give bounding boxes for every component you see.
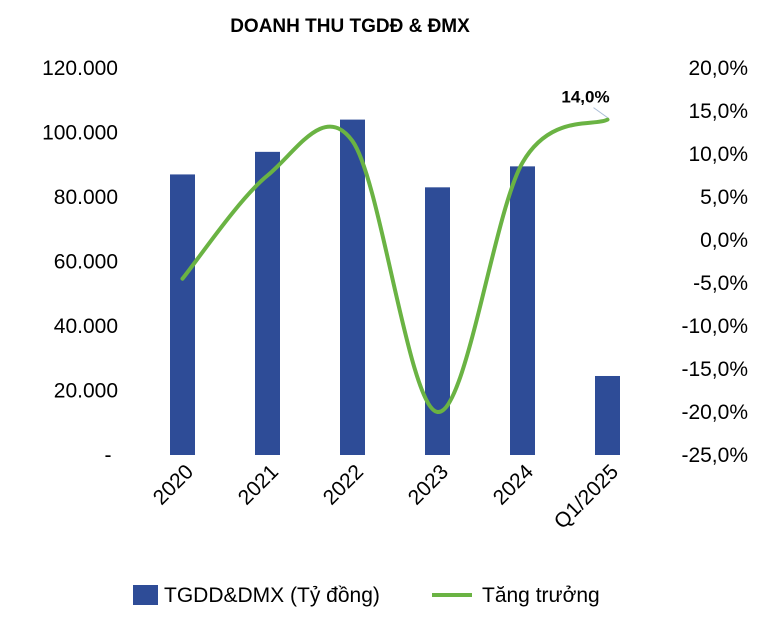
- bar-2023: [425, 187, 450, 455]
- bar-2021: [255, 151, 280, 455]
- category-label: 2020: [149, 460, 198, 509]
- right-tick-label: -25,0%: [681, 444, 748, 467]
- annotation-leader: [593, 107, 608, 119]
- legend-bar-swatch: [133, 585, 158, 605]
- left-tick-label: 120.000: [42, 57, 118, 80]
- category-label: 2021: [234, 460, 283, 509]
- growth-line: [180, 117, 610, 414]
- left-axis-ticks: - 20.000 40.000 60.000 80.000 100.000 120.000: [42, 57, 118, 467]
- category-label: 2023: [404, 460, 453, 509]
- left-tick-label: 100.000: [42, 122, 118, 145]
- left-tick-label: -: [105, 444, 112, 467]
- legend-line-label: Tăng trưởng: [482, 584, 600, 607]
- category-label: 2022: [319, 460, 368, 509]
- right-tick-label: 0,0%: [700, 229, 748, 252]
- legend-bar-label: TGDD&DMX (Tỷ đồng): [164, 584, 380, 607]
- legend: TGDD&DMX (Tỷ đồng) Tăng trưởng: [133, 584, 600, 607]
- right-tick-label: -10,0%: [681, 315, 748, 338]
- line-layer: [180, 117, 610, 414]
- annotation-label: 14,0%: [561, 88, 609, 107]
- right-tick-label: -15,0%: [681, 358, 748, 381]
- bar-2022: [340, 119, 365, 455]
- left-tick-label: 80.000: [54, 186, 118, 209]
- left-tick-label: 60.000: [54, 251, 118, 274]
- category-label: Q1/2025: [550, 460, 623, 533]
- right-tick-label: 20,0%: [688, 57, 748, 80]
- bars-layer: [170, 119, 620, 456]
- category-label: 2024: [489, 460, 539, 510]
- left-tick-label: 20.000: [54, 380, 118, 403]
- right-tick-label: -5,0%: [693, 272, 748, 295]
- bar-Q1/2025: [595, 375, 620, 455]
- right-tick-label: 10,0%: [688, 143, 748, 166]
- right-axis-ticks: -25,0% -20,0% -15,0% -10,0% -5,0% 0,0% 5,0% 10,…: [681, 57, 748, 467]
- category-labels: 2020 2021 2022 2023 2024 Q1/2025: [149, 460, 623, 533]
- annotations-layer: 14,0%: [561, 88, 610, 119]
- chart-title: DOANH THU TGDĐ & ĐMX: [230, 16, 470, 37]
- right-tick-label: 15,0%: [688, 100, 748, 123]
- right-tick-label: -20,0%: [681, 401, 748, 424]
- bar-2020: [170, 174, 195, 456]
- left-tick-label: 40.000: [54, 315, 118, 338]
- bar-2024: [510, 166, 535, 456]
- right-tick-label: 5,0%: [700, 186, 748, 209]
